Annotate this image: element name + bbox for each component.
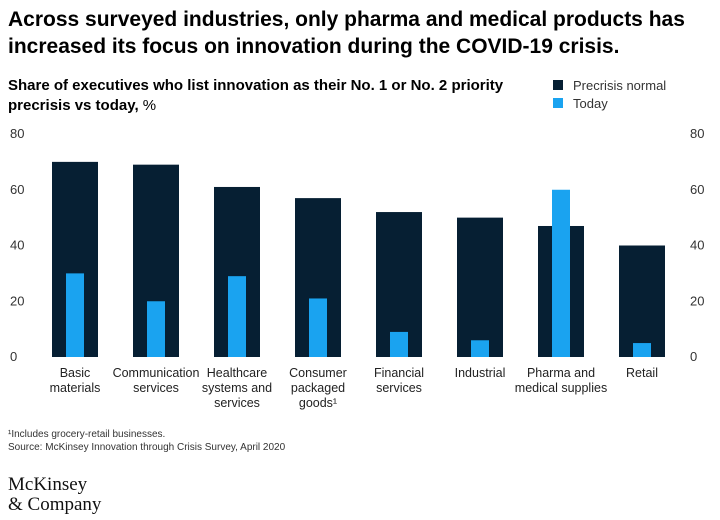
y-tick-left-20: 20 (10, 293, 24, 308)
bar-today-1 (147, 301, 165, 357)
bar-today-5 (471, 340, 489, 357)
bar-precrisis-7 (619, 245, 665, 357)
footnote-grocery: ¹Includes grocery-retail businesses. (8, 429, 166, 440)
bar-today-4 (390, 331, 408, 357)
legend-swatch-precrisis (553, 80, 563, 90)
source-note: Source: McKinsey Innovation through Cris… (8, 442, 286, 453)
legend-item-today: Today (553, 94, 666, 112)
subtitle-text: Share of executives who list innovation … (8, 77, 504, 114)
x-label-3-1: packaged (291, 381, 345, 395)
x-label-6-1: medical supplies (515, 381, 607, 395)
bar-today-2 (228, 276, 246, 357)
x-label-4-0: Financial (374, 366, 424, 380)
subtitle-unit: % (142, 97, 157, 114)
legend-item-precrisis: Precrisis normal (553, 76, 666, 94)
y-tick-right-20: 20 (690, 293, 704, 308)
x-label-3-2: goods¹ (299, 396, 337, 410)
legend: Precrisis normal Today (553, 76, 666, 112)
logo-line-1: McKinsey (8, 474, 88, 495)
bar-today-0 (66, 273, 84, 357)
legend-label-today: Today (573, 95, 608, 111)
y-tick-right-80: 80 (690, 126, 704, 141)
legend-swatch-today (553, 98, 563, 108)
x-label-2-0: Healthcare (207, 366, 267, 380)
y-tick-right-40: 40 (690, 238, 704, 253)
chart-title: Across surveyed industries, only pharma … (8, 8, 685, 58)
y-tick-right-0: 0 (690, 349, 697, 364)
bar-precrisis-5 (457, 217, 503, 357)
x-label-6-0: Pharma and (527, 366, 595, 380)
logo-line-2: & Company (8, 494, 102, 515)
bar-today-3 (309, 298, 327, 357)
bar-today-6 (552, 189, 570, 357)
x-label-1-1: services (133, 381, 179, 395)
x-label-0-0: Basic (60, 366, 91, 380)
x-label-2-2: services (214, 396, 260, 410)
y-tick-left-60: 60 (10, 182, 24, 197)
legend-label-precrisis: Precrisis normal (573, 77, 667, 93)
x-label-4-1: services (376, 381, 422, 395)
x-label-1-0: Communication (113, 366, 200, 380)
x-label-3-0: Consumer (289, 366, 347, 380)
y-tick-left-40: 40 (10, 238, 24, 253)
y-tick-left-0: 0 (10, 349, 17, 364)
x-label-0-1: materials (50, 381, 101, 395)
y-tick-left-80: 80 (10, 126, 24, 141)
footnotes: ¹Includes grocery-retail businesses. Sou… (8, 428, 285, 454)
y-tick-right-60: 60 (690, 182, 704, 197)
x-label-7-0: Retail (626, 366, 658, 380)
mckinsey-logo: McKinsey & Company (8, 475, 101, 515)
x-label-2-1: systems and (202, 381, 272, 395)
x-label-5-0: Industrial (455, 366, 506, 380)
bar-today-7 (633, 343, 651, 357)
chart-subtitle: Share of executives who list innovation … (8, 76, 528, 116)
